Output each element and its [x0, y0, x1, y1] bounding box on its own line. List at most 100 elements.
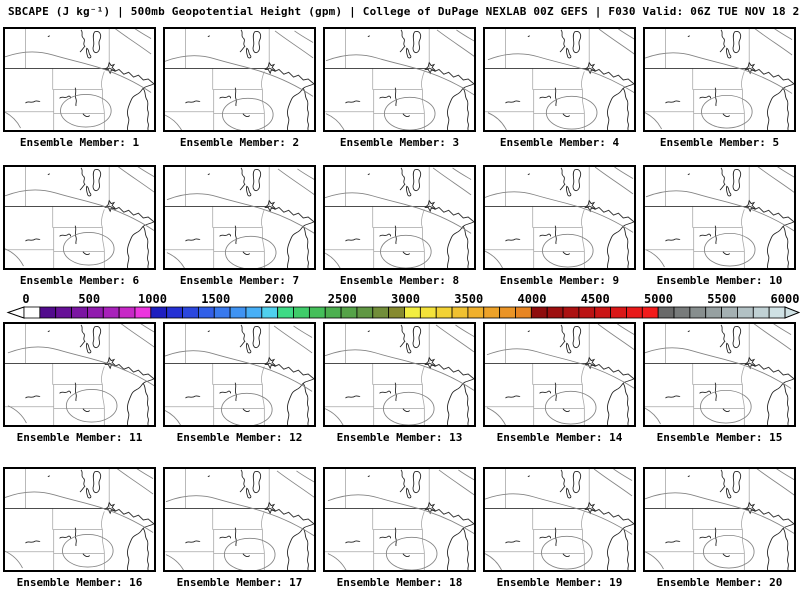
height-contours	[325, 29, 474, 130]
small-island-mark	[527, 475, 530, 478]
colorbar-cell	[213, 306, 231, 319]
colorbar-cell	[324, 306, 342, 319]
height-contours	[487, 29, 634, 130]
lake-of-the-woods	[264, 501, 277, 515]
colorbar-tick: 1500	[201, 292, 231, 306]
colorbar-cell	[594, 306, 612, 319]
map-image	[165, 167, 314, 268]
state-borders	[645, 29, 750, 130]
lake-oahe	[714, 87, 717, 107]
lake-of-the-woods	[104, 501, 117, 515]
lake-manitoba	[405, 487, 412, 499]
mississippi-river	[622, 226, 629, 268]
lake-winnipeg	[572, 471, 582, 494]
state-borders	[485, 469, 590, 570]
fort-peck-lake	[345, 540, 361, 544]
colorbar-cell	[451, 306, 469, 319]
lake-winnipegosis	[719, 29, 726, 53]
lake-winnipeg	[92, 471, 102, 494]
fort-peck-lake	[665, 100, 681, 104]
colorbar-cell	[578, 306, 596, 319]
height-contours	[645, 167, 794, 268]
mn-wi-rivers	[447, 221, 474, 268]
lake-sakakawea	[539, 390, 551, 394]
lake-of-the-woods	[744, 501, 757, 515]
canada-us-border	[325, 507, 474, 525]
colorbar-tick: 500	[78, 292, 101, 306]
colorbar-cell	[372, 306, 390, 319]
mississippi-river	[622, 383, 629, 425]
lakes-and-rivers	[345, 469, 474, 570]
colorbar-left-arrow	[6, 306, 25, 319]
map-frame	[163, 467, 316, 572]
ensemble-panel: Ensemble Member: 10	[643, 165, 796, 287]
small-island-mark	[687, 35, 690, 38]
ensemble-panel: Ensemble Member: 9	[483, 165, 636, 287]
ensemble-member-label: Ensemble Member: 2	[179, 136, 300, 149]
lake-manitoba	[245, 185, 252, 197]
colorbar-cell	[388, 306, 405, 319]
map-image	[325, 29, 474, 130]
lake-sakakawea	[219, 95, 231, 99]
colorbar-tick: 4500	[580, 292, 610, 306]
ensemble-member-label: Ensemble Member: 9	[499, 274, 620, 287]
map-frame	[3, 322, 156, 427]
ensemble-panel: Ensemble Member: 3	[323, 27, 476, 149]
colorbar-cell	[689, 306, 707, 319]
mn-wi-rivers	[607, 83, 634, 130]
map-image	[165, 29, 314, 130]
canada-us-border	[645, 205, 794, 223]
map-image	[485, 469, 634, 570]
colorbar-cell	[277, 306, 294, 319]
map-image	[325, 469, 474, 570]
map-frame	[3, 165, 156, 270]
river-bend	[402, 553, 411, 558]
lake-manitoba	[405, 342, 412, 354]
canada-us-border	[325, 362, 474, 380]
state-borders	[165, 29, 270, 130]
mississippi-river	[302, 383, 309, 425]
lake-winnipeg	[412, 471, 422, 494]
fort-peck-lake	[505, 238, 521, 242]
colorbar-cell	[467, 306, 485, 319]
colorbar-cell	[419, 306, 437, 319]
ensemble-panel: Ensemble Member: 5	[643, 27, 796, 149]
lake-winnipegosis	[239, 167, 246, 191]
small-island-mark	[687, 330, 690, 333]
map-frame	[643, 467, 796, 572]
river-bend	[402, 113, 411, 118]
lake-manitoba	[725, 185, 732, 197]
lake-winnipeg	[732, 31, 742, 54]
mississippi-river	[142, 226, 149, 268]
map-frame	[483, 322, 636, 427]
height-contours	[5, 29, 152, 129]
lake-of-the-woods	[584, 199, 597, 213]
small-island-mark	[47, 35, 50, 38]
ensemble-panel: Ensemble Member: 16	[3, 467, 156, 589]
lakes-and-rivers	[665, 29, 794, 130]
lake-oahe	[394, 527, 397, 547]
lake-manitoba	[405, 47, 412, 59]
lake-winnipegosis	[399, 167, 406, 191]
canada-us-border	[485, 507, 634, 525]
ensemble-member-label: Ensemble Member: 14	[496, 431, 623, 444]
ensemble-member-label: Ensemble Member: 7	[179, 274, 300, 287]
map-frame	[483, 467, 636, 572]
colorbar-tick: 5500	[707, 292, 737, 306]
lake-manitoba	[85, 487, 92, 499]
lake-winnipegosis	[559, 324, 566, 348]
ensemble-panel: Ensemble Member: 20	[643, 467, 796, 589]
fort-peck-lake	[25, 100, 41, 104]
ensemble-member-label: Ensemble Member: 4	[499, 136, 620, 149]
lake-sakakawea	[699, 233, 711, 237]
mississippi-river	[462, 226, 469, 268]
map-image	[165, 324, 314, 425]
fort-peck-lake	[25, 238, 41, 242]
lake-sakakawea	[699, 95, 711, 99]
ensemble-row-2: Ensemble Member: 6	[3, 165, 796, 287]
lake-oahe	[554, 382, 557, 402]
colorbar-cell	[182, 306, 199, 319]
colorbar-cell	[245, 306, 263, 319]
lake-winnipeg	[572, 169, 582, 192]
